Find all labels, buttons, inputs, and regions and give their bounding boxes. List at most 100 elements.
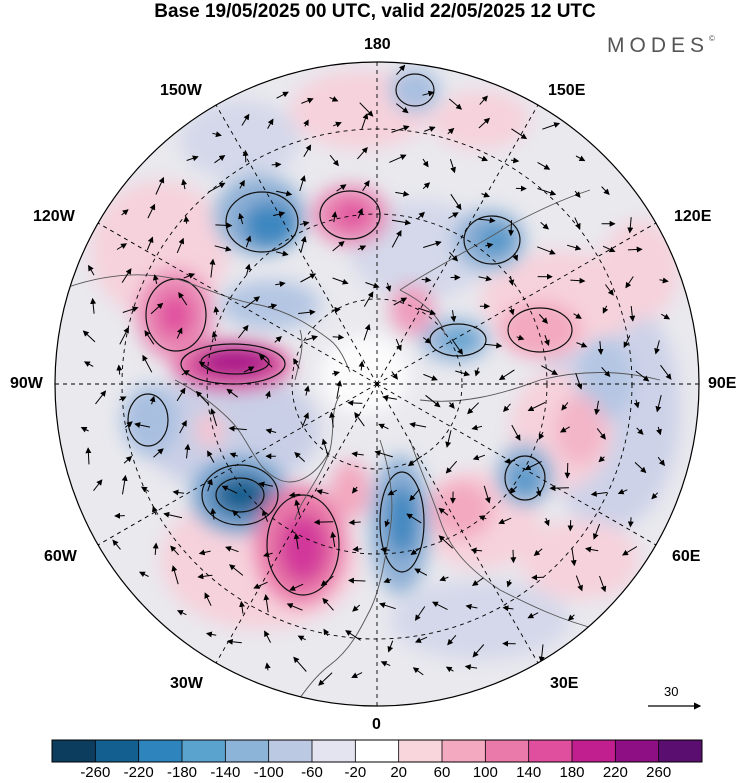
map-title: Base 19/05/2025 00 UTC, valid 22/05/2025… bbox=[154, 1, 596, 22]
wind-vector bbox=[597, 341, 604, 355]
colorbar-tick-label: -180 bbox=[166, 764, 198, 781]
wind-vector bbox=[352, 604, 361, 612]
wind-vector bbox=[301, 412, 309, 428]
wind-vector bbox=[396, 64, 406, 76]
wind-vector bbox=[387, 489, 398, 496]
wind-vector bbox=[575, 575, 583, 592]
wind-vector bbox=[300, 273, 317, 283]
wind-vector bbox=[479, 95, 488, 105]
wind-vector bbox=[535, 486, 542, 497]
wind-vector bbox=[186, 155, 199, 162]
wind-vector bbox=[210, 507, 217, 520]
colorbar-tick-label: -60 bbox=[301, 764, 323, 781]
wind-vector bbox=[395, 190, 410, 197]
wind-vector bbox=[124, 421, 133, 428]
wind-vector bbox=[303, 144, 312, 157]
wind-vector bbox=[134, 422, 151, 428]
wind-vector bbox=[540, 222, 549, 230]
wind-vector bbox=[474, 367, 481, 377]
wind-vector bbox=[447, 634, 457, 646]
colorbar-ticks: -260 -220 -180 -140 -100 -60 -20 20 60 100 140 180 2… bbox=[0, 764, 750, 783]
wind-vector bbox=[116, 243, 128, 250]
lon-label-150e: 150E bbox=[548, 82, 586, 99]
wind-vector bbox=[470, 547, 483, 554]
wind-vector bbox=[176, 610, 187, 616]
wind-vector bbox=[357, 245, 367, 251]
wind-vector bbox=[564, 462, 571, 479]
wind-vector bbox=[485, 242, 494, 249]
wind-vector bbox=[380, 546, 390, 553]
wind-vector bbox=[181, 370, 190, 376]
wind-vector bbox=[213, 306, 220, 315]
wind-vector bbox=[598, 455, 605, 463]
wind-vector bbox=[336, 184, 347, 192]
wind-vector bbox=[229, 452, 238, 459]
wind-vector bbox=[267, 118, 274, 129]
wind-vector bbox=[378, 423, 389, 430]
wind-vector bbox=[265, 390, 271, 399]
wind-vector bbox=[176, 387, 186, 402]
wind-vector bbox=[181, 178, 188, 190]
lon-label-30e: 30E bbox=[550, 675, 579, 692]
wind-vector bbox=[238, 324, 249, 339]
wind-vector bbox=[362, 180, 370, 191]
wind-vector bbox=[559, 426, 570, 433]
wind-vector bbox=[438, 535, 454, 549]
wind-vector bbox=[232, 510, 241, 519]
wind-vector bbox=[332, 334, 345, 341]
colorbar-swatch bbox=[182, 740, 226, 762]
wind-vector bbox=[245, 235, 252, 248]
wind-vector bbox=[183, 273, 196, 279]
wind-vector bbox=[142, 354, 153, 373]
wind-vector bbox=[537, 161, 551, 170]
wind-vector bbox=[198, 549, 211, 556]
wind-vector bbox=[594, 400, 601, 416]
colorbar-swatch bbox=[312, 740, 356, 762]
wind-vector bbox=[241, 113, 250, 126]
wind-vector bbox=[445, 460, 458, 474]
wind-vector bbox=[385, 282, 392, 292]
wind-vector bbox=[661, 313, 671, 320]
wind-vector bbox=[301, 97, 314, 104]
colorbar-tick-label: 20 bbox=[390, 764, 407, 781]
wind-vector bbox=[140, 486, 150, 493]
wind-vector bbox=[95, 390, 107, 405]
wind-vector bbox=[153, 448, 164, 458]
wind-vector bbox=[229, 564, 244, 576]
wind-vector bbox=[576, 342, 588, 348]
brand-text: MODES bbox=[607, 34, 710, 57]
wind-vector bbox=[570, 547, 577, 567]
wind-vector bbox=[414, 636, 428, 643]
wind-vectors bbox=[80, 64, 672, 686]
wind-vector bbox=[575, 373, 583, 390]
wind-vector bbox=[253, 581, 268, 589]
wind-vector bbox=[387, 640, 394, 653]
wind-vector bbox=[604, 284, 614, 296]
wind-vector bbox=[357, 146, 368, 160]
wind-vector bbox=[276, 190, 293, 197]
wind-vector bbox=[329, 411, 336, 428]
wind-vector bbox=[391, 230, 402, 248]
colorbar-tick-label: -260 bbox=[80, 764, 111, 781]
wind-vector bbox=[570, 277, 586, 284]
wind-vector bbox=[297, 635, 306, 642]
wind-vector bbox=[573, 313, 582, 319]
wind-vector bbox=[304, 385, 310, 396]
wind-vector bbox=[656, 426, 662, 436]
wind-vector bbox=[472, 454, 486, 461]
wind-vector bbox=[330, 531, 337, 548]
wind-vector bbox=[329, 154, 339, 167]
wind-vector bbox=[590, 490, 607, 497]
wind-vector bbox=[361, 112, 369, 130]
wind-vector bbox=[245, 263, 251, 276]
wind-vector bbox=[176, 327, 183, 339]
wind-vector bbox=[263, 594, 270, 613]
wind-vector bbox=[449, 159, 456, 174]
wind-vector bbox=[412, 667, 424, 676]
wind-vector bbox=[537, 246, 556, 255]
lon-label-120e: 120E bbox=[674, 208, 712, 225]
wind-vector bbox=[391, 125, 410, 133]
wind-vector bbox=[478, 117, 491, 129]
wind-vector bbox=[407, 455, 423, 467]
wind-vector bbox=[321, 438, 329, 457]
